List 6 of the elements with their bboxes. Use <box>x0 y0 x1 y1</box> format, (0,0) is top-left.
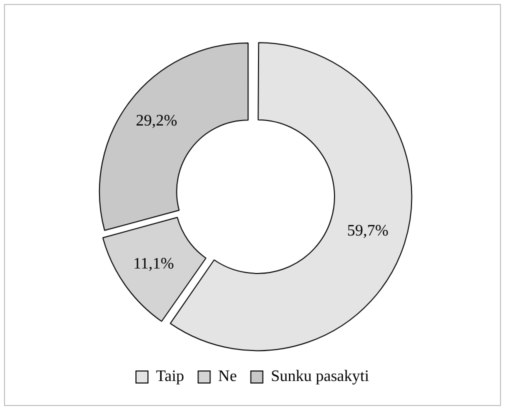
legend-label: Ne <box>218 368 237 386</box>
data-label: 29,2% <box>136 112 178 130</box>
legend-label: Sunku pasakyti <box>270 368 370 386</box>
data-label: 59,7% <box>347 222 388 240</box>
data-label: 11,1% <box>133 256 174 273</box>
legend-label: Taip <box>156 368 184 386</box>
